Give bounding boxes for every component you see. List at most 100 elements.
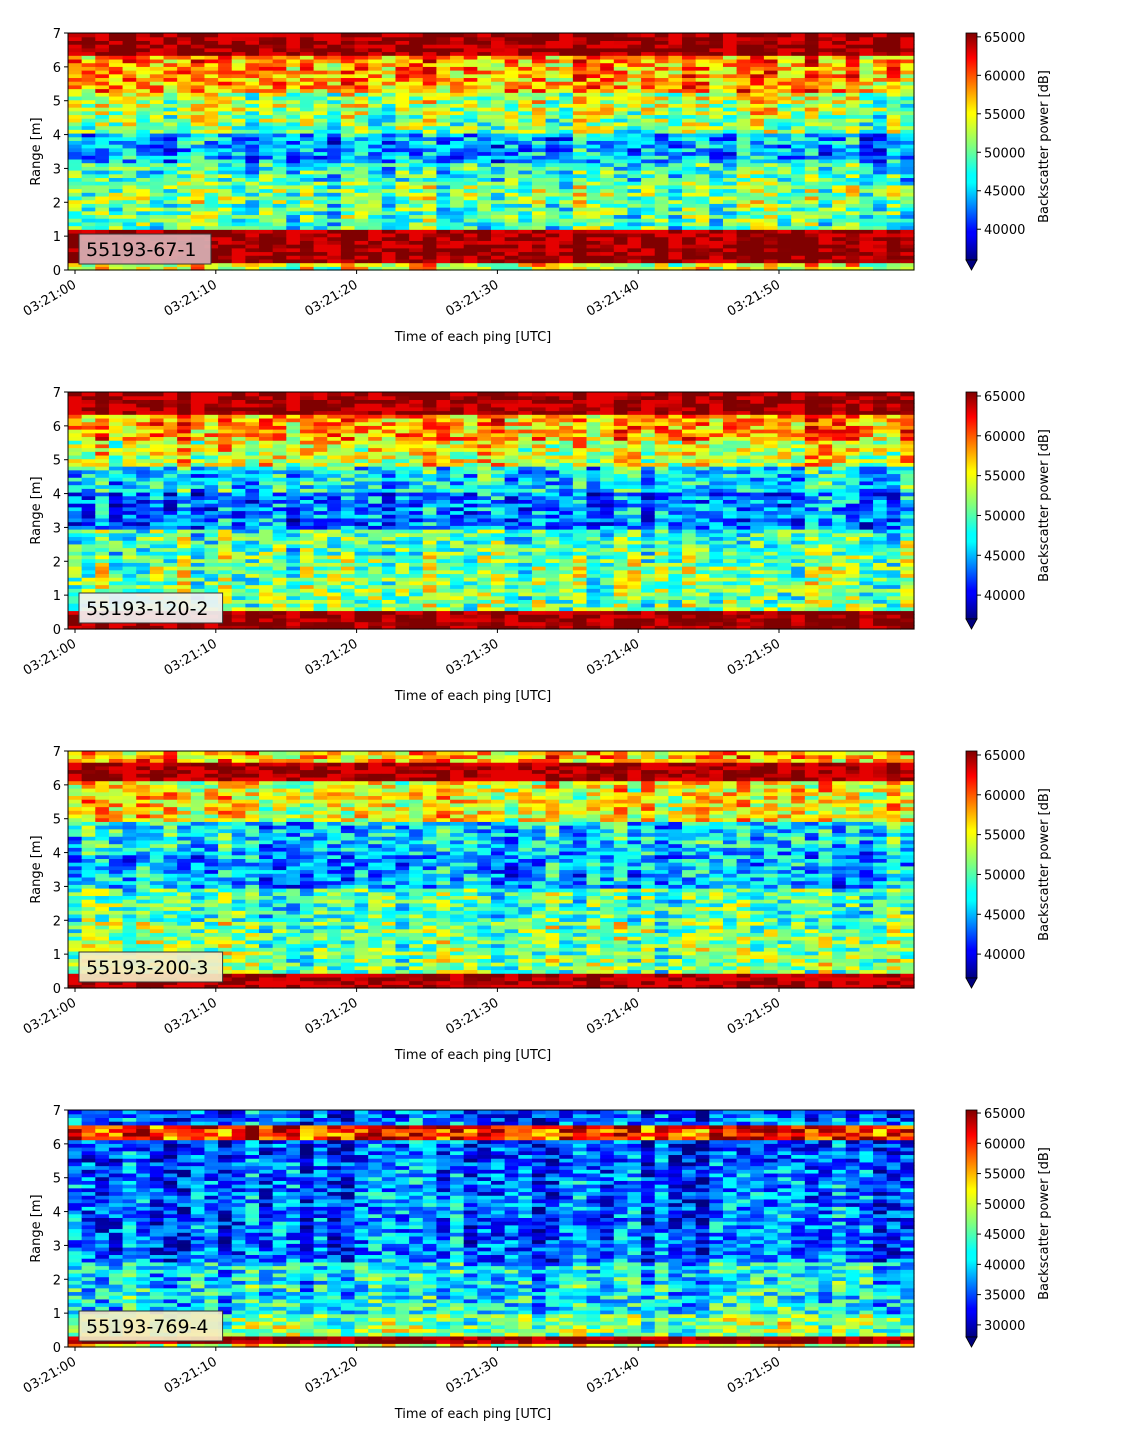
heatmap-cell <box>504 255 519 260</box>
heatmap-cell <box>818 110 833 116</box>
heatmap-cell <box>777 162 792 167</box>
heatmap-cell <box>286 170 301 175</box>
heatmap-cell <box>668 55 683 60</box>
heatmap-cell <box>340 177 356 182</box>
heatmap-cell <box>81 569 96 575</box>
heatmap-cell <box>695 225 710 230</box>
heatmap-cell <box>900 210 915 216</box>
heatmap-cell <box>177 40 192 45</box>
y-tick-label: 5 <box>53 95 61 110</box>
heatmap-cell <box>68 121 83 127</box>
heatmap-cell <box>763 266 779 271</box>
heatmap-cell <box>95 414 110 419</box>
heatmap-cell <box>518 158 533 164</box>
heatmap-cell <box>190 584 206 589</box>
heatmap-cell <box>313 177 328 182</box>
heatmap-cell <box>95 392 110 397</box>
heatmap-cell <box>873 199 888 204</box>
heatmap-cell <box>777 192 792 197</box>
heatmap-cell <box>340 247 356 253</box>
heatmap-cell <box>450 195 465 201</box>
heatmap-cell <box>204 510 219 515</box>
heatmap-cell <box>190 491 206 497</box>
heatmap-cell <box>122 562 137 567</box>
heatmap-cell <box>845 70 861 75</box>
heatmap-cell <box>600 203 615 208</box>
heatmap-cell <box>68 240 83 245</box>
heatmap-cell <box>572 188 588 193</box>
heatmap-cell <box>722 210 738 216</box>
heatmap-cell <box>108 103 124 108</box>
heatmap-cell <box>163 77 178 82</box>
heatmap-cell <box>204 218 219 223</box>
heatmap-cell <box>259 58 274 64</box>
heatmap-cell <box>368 136 383 141</box>
heatmap-cell <box>122 532 137 538</box>
heatmap-cell <box>491 158 506 164</box>
heatmap-cell <box>531 210 547 216</box>
heatmap-cell <box>190 477 206 482</box>
heatmap-cell <box>845 121 861 127</box>
heatmap-cell <box>559 33 574 38</box>
heatmap-cell <box>900 240 915 245</box>
heatmap-cell <box>245 451 260 456</box>
heatmap-cell <box>518 144 533 149</box>
heatmap-cell <box>136 503 151 508</box>
heatmap-cell <box>409 92 424 97</box>
heatmap-cell <box>709 162 724 167</box>
heatmap-cell <box>900 266 915 271</box>
heatmap-cell <box>518 210 533 216</box>
heatmap-cell <box>108 517 124 523</box>
heatmap-cell <box>586 255 601 260</box>
heatmap-cell <box>95 110 110 116</box>
heatmap-cell <box>859 118 874 123</box>
heatmap-cell <box>586 210 601 216</box>
heatmap-cell <box>149 547 165 552</box>
heatmap-cell <box>122 162 137 167</box>
heatmap-cell <box>395 140 410 145</box>
heatmap-cell <box>354 44 369 49</box>
heatmap-cell <box>845 188 861 193</box>
heatmap-cell <box>518 184 533 190</box>
heatmap-cell <box>381 184 397 190</box>
heatmap-cell <box>218 462 233 467</box>
heatmap-cell <box>791 103 806 108</box>
heatmap-cell <box>218 247 233 253</box>
heatmap-cell <box>436 66 451 71</box>
heatmap-cell <box>654 192 669 197</box>
heatmap-cell <box>272 188 287 193</box>
heatmap-cell <box>149 107 165 112</box>
heatmap-cell <box>709 188 724 193</box>
heatmap-cell <box>95 155 110 160</box>
heatmap-cell <box>572 158 588 164</box>
heatmap-cell <box>600 132 615 138</box>
heatmap-cell <box>381 147 397 153</box>
heatmap-cell <box>750 103 765 108</box>
heatmap-cell <box>81 495 96 500</box>
heatmap-cell <box>504 199 519 204</box>
heatmap-cell <box>613 195 629 201</box>
heatmap-cell <box>354 244 369 249</box>
heatmap-cell <box>586 214 601 219</box>
heatmap-cell <box>422 151 438 156</box>
heatmap-cell <box>122 406 137 412</box>
heatmap-cell <box>81 503 96 508</box>
heatmap-cell <box>68 114 83 119</box>
heatmap-cell <box>381 103 397 108</box>
heatmap-cell <box>340 107 356 112</box>
heatmap-cell <box>845 147 861 153</box>
heatmap-cell <box>68 414 83 419</box>
heatmap-cell <box>245 195 260 201</box>
heatmap-cell <box>163 266 178 271</box>
heatmap-cell <box>381 36 397 41</box>
heatmap-cell <box>231 40 246 45</box>
heatmap-cell <box>368 188 383 193</box>
heatmap-cell <box>900 144 915 149</box>
heatmap-cell <box>136 566 151 571</box>
heatmap-cell <box>245 421 260 426</box>
heatmap-cell <box>245 473 260 478</box>
heatmap-cell <box>218 506 233 512</box>
heatmap-cell <box>231 558 246 563</box>
heatmap-cell <box>641 99 656 104</box>
heatmap-cell <box>190 569 206 575</box>
